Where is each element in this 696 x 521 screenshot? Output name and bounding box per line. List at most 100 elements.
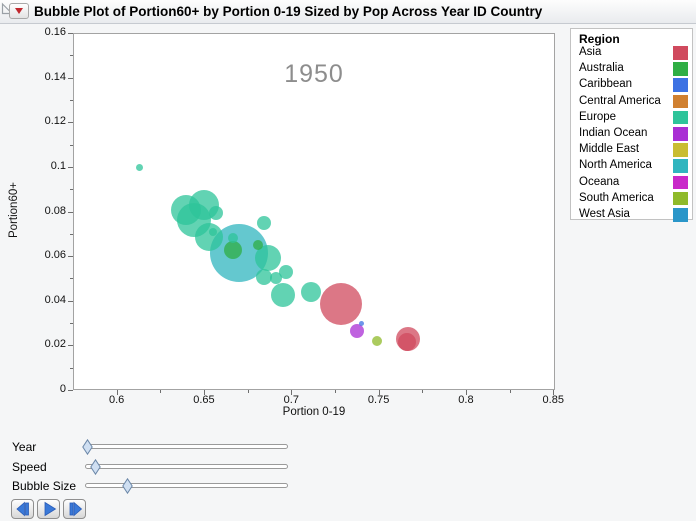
- bubble-europe[interactable]: [255, 269, 272, 286]
- x-minor-tick: [247, 390, 249, 393]
- legend-item-label: Australia: [579, 62, 624, 75]
- legend-item-label: Asia: [579, 46, 602, 58]
- y-tick: [68, 77, 73, 79]
- legend-item-oceana[interactable]: Oceana: [571, 175, 694, 191]
- legend-swatch: [673, 159, 688, 173]
- y-minor-tick: [70, 55, 73, 57]
- y-tick-label: 0: [59, 383, 66, 395]
- bubble-asia[interactable]: [398, 333, 417, 352]
- y-minor-tick: [70, 278, 73, 280]
- legend-item-label: Middle East: [579, 143, 640, 156]
- bubble-europe[interactable]: [136, 163, 144, 171]
- y-tick: [68, 166, 73, 168]
- y-tick: [68, 33, 73, 34]
- bubble-australia[interactable]: [253, 239, 264, 250]
- legend-item-caribbean[interactable]: Caribbean: [571, 77, 694, 93]
- bubble-caribbean[interactable]: [359, 320, 364, 326]
- bubble-australia[interactable]: [224, 240, 243, 259]
- legend-item-label: Europe: [579, 110, 617, 123]
- y-tick-label: 0.12: [44, 115, 66, 128]
- y-minor-tick: [70, 99, 73, 101]
- slider-label-speed: Speed: [12, 459, 47, 474]
- slider-track-year[interactable]: [85, 444, 288, 449]
- legend-swatch: [673, 78, 688, 92]
- y-tick-label: 0.06: [44, 249, 66, 262]
- bubble-indian-ocean[interactable]: [350, 324, 365, 339]
- x-tick-label: 0.8: [458, 394, 474, 406]
- bubble-europe[interactable]: [208, 228, 217, 237]
- y-tick: [68, 256, 73, 258]
- legend-swatch: [673, 110, 688, 125]
- y-minor-tick: [70, 367, 73, 369]
- legend-item-north-america[interactable]: North America: [571, 158, 694, 174]
- plot-frame: [73, 33, 555, 390]
- x-axis-title: Portion 0-19: [282, 406, 346, 418]
- legend-item-australia[interactable]: Australia: [571, 61, 694, 77]
- bubble-europe[interactable]: [256, 215, 271, 230]
- y-minor-tick: [70, 144, 73, 146]
- legend-item-west-asia[interactable]: West Asia: [571, 207, 694, 223]
- legend-item-label: West Asia: [579, 208, 630, 220]
- legend-item-label: Indian Ocean: [579, 127, 648, 139]
- legend-title: Region: [579, 32, 620, 46]
- slider-track-bubble-size[interactable]: [85, 483, 288, 488]
- bubble-europe[interactable]: [194, 222, 223, 251]
- legend-swatch: [673, 208, 688, 222]
- legend-item-label: Central America: [579, 94, 661, 107]
- y-tick-label: 0.14: [44, 70, 66, 83]
- bubble-europe[interactable]: [227, 233, 238, 244]
- bubble-europe[interactable]: [270, 282, 295, 307]
- slider-track-speed[interactable]: [85, 463, 288, 469]
- legend-item-asia[interactable]: Asia: [571, 45, 694, 61]
- legend-swatch: [673, 175, 688, 190]
- legend-item-label: South America: [579, 191, 654, 204]
- y-tick-label: 0.1: [50, 159, 66, 172]
- bubble-europe[interactable]: [278, 264, 293, 279]
- x-tick: [203, 390, 205, 395]
- step-forward-button[interactable]: [63, 499, 86, 519]
- titlebar: Bubble Plot of Portion60+ by Portion 0-1…: [0, 0, 696, 24]
- legend-swatch: [673, 143, 688, 157]
- legend-item-label: Oceana: [579, 175, 620, 188]
- legend-item-europe[interactable]: Europe: [571, 110, 694, 126]
- y-tick-label: 0.08: [44, 204, 66, 217]
- legend-item-label: Caribbean: [579, 78, 633, 91]
- y-tick: [68, 211, 73, 213]
- legend-swatch: [673, 62, 688, 76]
- slider-thumb-speed[interactable]: [89, 458, 101, 475]
- y-tick: [68, 300, 73, 302]
- bubble-europe[interactable]: [269, 271, 282, 284]
- x-tick: [553, 390, 555, 395]
- x-tick: [116, 390, 118, 395]
- slider-label-year: Year: [12, 440, 37, 454]
- y-minor-tick: [70, 323, 73, 325]
- play-icon: [44, 501, 57, 517]
- red-triangle-menu-button[interactable]: [9, 3, 29, 19]
- x-tick-label: 0.85: [542, 394, 564, 406]
- bubble-europe[interactable]: [300, 282, 321, 303]
- x-tick-label: 0.7: [283, 394, 299, 406]
- legend: Region Asia Australia Caribbean Central Ame…: [570, 28, 694, 223]
- y-tick: [68, 390, 73, 391]
- play-button[interactable]: [37, 499, 60, 519]
- x-tick: [378, 390, 380, 395]
- legend-item-indian-ocean[interactable]: Indian Ocean: [571, 126, 694, 142]
- legend-item-south-america[interactable]: South America: [571, 191, 694, 207]
- bubble-south-america[interactable]: [372, 335, 383, 346]
- bubble-asia[interactable]: [320, 282, 363, 325]
- y-tick-label: 0.16: [44, 26, 66, 38]
- slider-thumb-bubble-size[interactable]: [122, 477, 133, 495]
- x-minor-tick: [509, 390, 511, 393]
- y-minor-tick: [70, 233, 73, 235]
- outline-collapse-icon[interactable]: [1, 2, 14, 15]
- bubble-europe[interactable]: [208, 206, 223, 221]
- slider-thumb-year[interactable]: [82, 438, 93, 456]
- x-tick: [465, 390, 467, 395]
- step-backward-button[interactable]: [11, 499, 34, 519]
- legend-swatch: [673, 191, 688, 206]
- y-axis-title: Portion60+: [8, 182, 20, 238]
- legend-item-central-america[interactable]: Central America: [571, 94, 694, 110]
- step-forward-icon: [69, 501, 83, 517]
- slider-label-bubble-size: Bubble Size: [12, 479, 77, 493]
- legend-item-middle-east[interactable]: Middle East: [571, 142, 694, 158]
